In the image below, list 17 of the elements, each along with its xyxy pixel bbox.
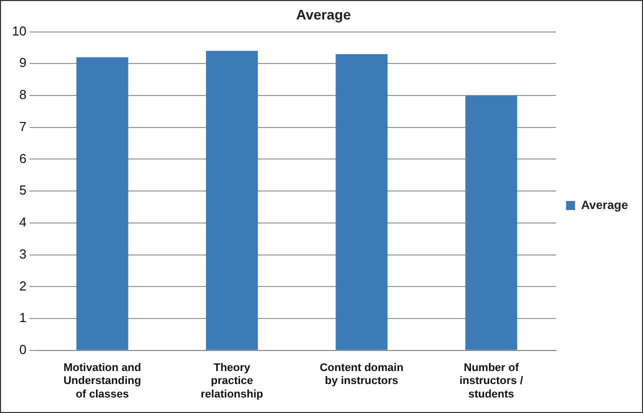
y-tick-label: 3	[19, 246, 26, 262]
y-tick-label: 7	[19, 118, 26, 134]
y-tick-label: 5	[19, 182, 26, 198]
x-tick-label: Theory practice relationship	[200, 362, 264, 400]
x-tick-label: Content domain by instructors	[320, 362, 404, 388]
legend-label: Average	[581, 198, 628, 212]
y-tick-label: 6	[19, 150, 26, 166]
chart-title: Average	[296, 6, 352, 22]
y-tick-label: 1	[19, 310, 26, 326]
y-tick-label: 9	[19, 55, 26, 70]
x-tick-label: Number of instructors / students	[459, 362, 524, 400]
y-tick-label: 10	[12, 23, 26, 38]
y-tick-label: 0	[19, 342, 26, 357]
x-tick-label: Motivation and Understanding of classes	[63, 362, 142, 400]
y-tick-label: 4	[19, 214, 26, 230]
y-tick-label: 8	[19, 87, 26, 102]
y-tick-label: 2	[19, 278, 26, 294]
